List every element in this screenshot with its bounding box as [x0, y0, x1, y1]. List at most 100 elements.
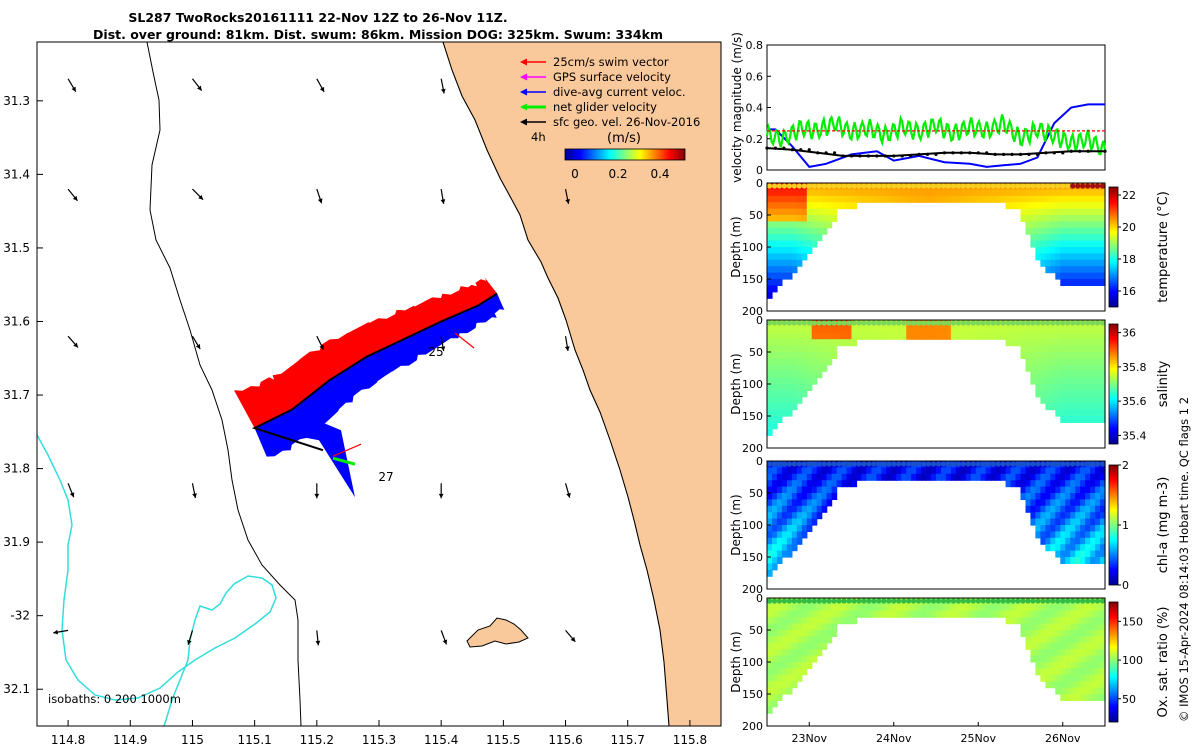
section-cell — [1035, 623, 1041, 631]
section-cell — [796, 227, 803, 235]
section-cell — [776, 253, 783, 261]
section-cell — [1030, 227, 1036, 235]
section-cell — [811, 208, 818, 216]
section-cell — [1075, 208, 1081, 216]
surface-sample-dot — [1099, 461, 1106, 467]
section-cell — [806, 467, 813, 475]
section-cell — [1025, 326, 1032, 334]
section-cell — [866, 189, 872, 197]
section-cell — [936, 195, 942, 203]
section-cell — [1090, 390, 1096, 398]
section-cell — [781, 215, 788, 222]
section-cell — [1065, 505, 1071, 513]
surface-sample-dot — [1070, 598, 1076, 604]
section-cell — [786, 655, 793, 663]
section-cell — [796, 642, 803, 650]
section-cell — [781, 512, 788, 520]
section-cell — [806, 662, 813, 669]
section-cell — [767, 189, 773, 197]
surface-sample-dot — [896, 598, 902, 604]
surface-sample-dot — [786, 183, 793, 189]
section-cell — [1045, 234, 1051, 242]
section-cell — [772, 358, 778, 366]
surface-sample-dot — [861, 461, 867, 467]
section-cell — [801, 345, 808, 353]
surface-sample-dot — [821, 461, 827, 467]
section-cell — [1095, 390, 1101, 398]
section-cell — [1080, 473, 1086, 481]
section-cell — [801, 390, 808, 398]
section-cell — [1050, 215, 1056, 222]
surface-sample-dot — [1030, 183, 1036, 189]
section-cell — [831, 604, 838, 612]
section-cell — [781, 390, 788, 398]
section-cell — [1090, 617, 1096, 625]
section-cell — [816, 642, 823, 650]
section-cell — [1005, 610, 1012, 618]
section-cell — [821, 227, 828, 235]
section-cell — [985, 473, 992, 481]
surface-sample-dot — [801, 461, 807, 467]
section-cell — [767, 681, 773, 689]
section-cell — [1075, 384, 1081, 391]
section-cell — [1090, 352, 1096, 359]
section-cell — [1090, 234, 1096, 242]
geo-velocity-arrow — [438, 483, 444, 499]
section-cell — [926, 467, 932, 475]
section-cell — [955, 326, 962, 334]
section-ytick-label: 50 — [749, 346, 763, 359]
surface-sample-dot — [851, 461, 857, 467]
section-cell — [1055, 486, 1061, 494]
section-ytick-label: 150 — [742, 410, 763, 423]
section-cell — [936, 467, 942, 475]
surface-sample-dot — [1045, 320, 1051, 326]
section-cell — [776, 208, 783, 216]
section-cell — [1095, 531, 1101, 539]
section-cell — [786, 208, 793, 216]
section-cell — [791, 480, 798, 488]
surface-sample-dot — [945, 320, 952, 326]
section-cell — [1045, 215, 1051, 222]
section-cell — [1065, 215, 1071, 222]
section-cell — [1010, 326, 1017, 334]
surface-sample-dot — [930, 598, 937, 604]
section-cell — [767, 537, 773, 545]
section-cell — [1070, 221, 1076, 229]
section-cell — [1010, 467, 1017, 475]
surface-sample-dot — [1025, 183, 1031, 189]
section-cell — [1065, 390, 1071, 398]
section-cell — [1065, 655, 1071, 663]
section-cell — [767, 221, 773, 229]
section-cell — [1020, 617, 1027, 625]
section-cell — [767, 339, 773, 347]
section-cell — [821, 221, 828, 229]
isobath-200m — [146, 42, 302, 726]
section-cell — [901, 604, 907, 612]
section-cell — [772, 396, 778, 404]
section-cell — [1100, 473, 1106, 481]
section-cell — [1085, 623, 1091, 631]
section-cell — [1075, 253, 1081, 261]
section-cell — [1085, 636, 1091, 644]
section-cell — [1100, 550, 1106, 558]
section-cell — [1100, 636, 1106, 644]
section-cell — [831, 630, 838, 637]
geo-velocity-point — [1052, 151, 1056, 155]
section-cell — [816, 208, 823, 216]
section-cell — [772, 202, 778, 210]
section-cell — [1045, 240, 1051, 248]
section-cell — [1035, 364, 1041, 372]
surface-sample-dot — [851, 183, 857, 189]
section-cell — [1030, 364, 1036, 372]
section-cell — [1055, 253, 1061, 261]
surface-sample-dot — [980, 183, 986, 189]
section-cell — [786, 326, 793, 334]
section-cell — [921, 195, 927, 203]
section-cell — [1060, 531, 1066, 539]
section-cell — [1090, 681, 1096, 689]
section-cell — [1050, 240, 1056, 248]
section-cell — [1060, 642, 1066, 650]
section-cell — [831, 617, 838, 625]
geo-velocity-point — [1027, 152, 1031, 156]
surface-sample-dot — [1025, 598, 1031, 604]
